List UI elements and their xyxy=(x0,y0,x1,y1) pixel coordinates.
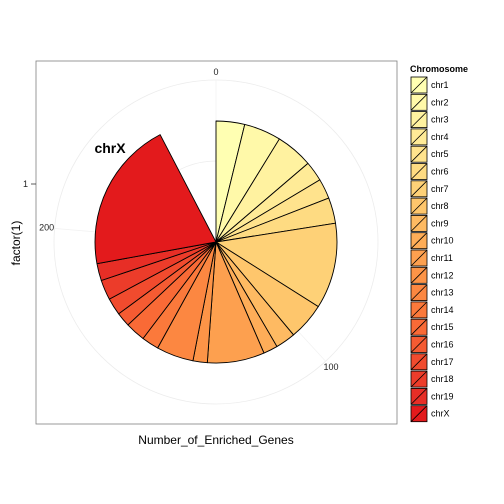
legend-label: chr17 xyxy=(431,357,454,367)
legend-swatch-slash xyxy=(410,128,428,146)
legend-label: chr5 xyxy=(431,149,449,159)
legend-swatch-slash xyxy=(410,336,428,353)
pie-slices xyxy=(94,120,338,364)
legend-label: chr10 xyxy=(431,236,454,246)
theta-tick-label: 200 xyxy=(39,223,54,233)
pie-slice-chrX xyxy=(94,134,217,265)
x-axis-title: Number_of_Enriched_Genes xyxy=(138,433,293,447)
legend-label: chrX xyxy=(431,409,450,419)
legend-title: Chromosome xyxy=(410,64,468,74)
legend: chr1 chr2 chr3 chr4 chr5 chr6 chr7 chr8 chr9 chr1… xyxy=(410,76,454,423)
legend-label: chr15 xyxy=(431,322,454,332)
legend-label: chr14 xyxy=(431,305,454,315)
legend-swatch-slash xyxy=(410,215,428,232)
y-tick-label: 1 xyxy=(23,179,28,189)
legend-swatch-slash xyxy=(410,353,428,371)
legend-label: chr4 xyxy=(431,132,449,142)
legend-swatch-slash xyxy=(410,284,428,301)
legend-label: chr1 xyxy=(431,80,449,90)
legend-label: chr19 xyxy=(431,391,454,401)
legend-label: chr11 xyxy=(431,253,453,263)
theta-tick-label: 100 xyxy=(324,362,339,372)
legend-swatch-slash xyxy=(410,145,428,163)
legend-swatch-slash xyxy=(410,267,428,284)
legend-swatch-slash xyxy=(410,301,428,319)
legend-swatch-slash xyxy=(410,163,428,180)
legend-swatch-slash xyxy=(410,405,428,422)
legend-swatch-slash xyxy=(410,232,428,249)
legend-label: chr8 xyxy=(431,201,449,211)
legend-swatch-slash xyxy=(410,94,428,111)
legend-label: chr2 xyxy=(431,97,449,107)
legend-swatch-slash xyxy=(410,388,428,405)
pie-slice-chr7 xyxy=(215,222,338,308)
annotation-label: chrX xyxy=(94,140,126,156)
legend-label: chr6 xyxy=(431,167,449,177)
legend-swatch-slash xyxy=(410,111,428,128)
legend-label: chr3 xyxy=(431,115,449,125)
legend-swatch-slash xyxy=(410,318,428,336)
theta-tick-label: 0 xyxy=(213,67,218,77)
legend-label: chr7 xyxy=(431,184,449,194)
legend-label: chr18 xyxy=(431,374,454,384)
legend-swatch-slash xyxy=(410,249,428,267)
legend-swatch-slash xyxy=(410,197,428,215)
legend-swatch-slash xyxy=(410,180,428,198)
theta-ticks: 0 100 200 xyxy=(39,67,338,372)
legend-swatch-slash xyxy=(410,76,428,94)
y-axis-title: factor(1) xyxy=(9,221,23,266)
legend-label: chr13 xyxy=(431,288,454,298)
legend-label: chr12 xyxy=(431,270,454,280)
legend-swatch-slash xyxy=(410,370,428,388)
legend-label: chr16 xyxy=(431,340,454,350)
legend-label: chr9 xyxy=(431,218,449,228)
